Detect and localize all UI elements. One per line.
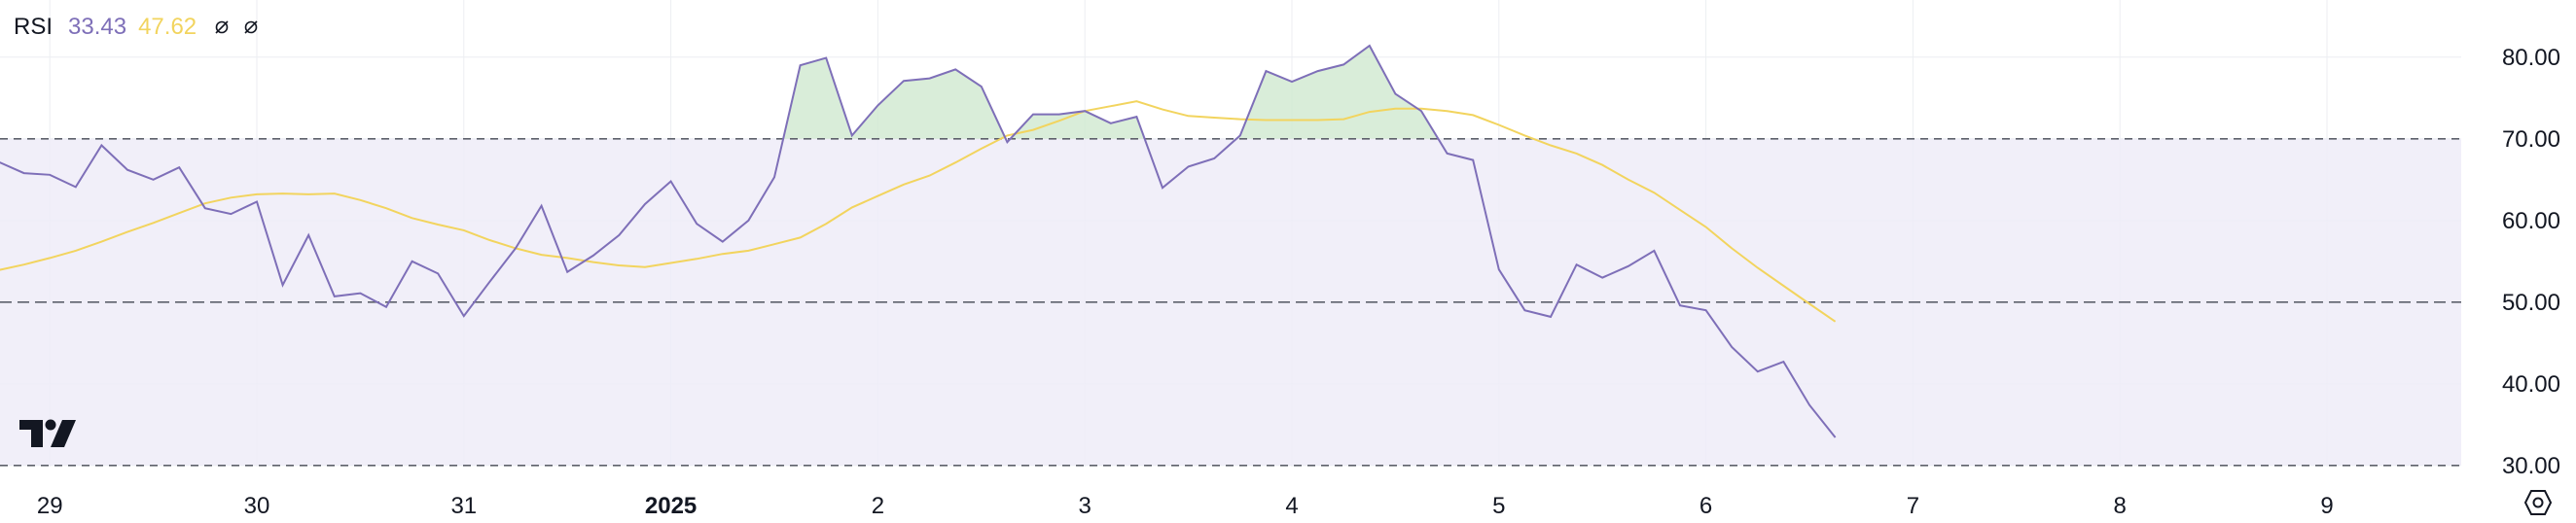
eye-off-icon[interactable] — [214, 19, 230, 35]
x-tick-label: 8 — [2114, 493, 2127, 519]
tradingview-logo-icon[interactable] — [18, 416, 80, 451]
y-tick-label: 50.00 — [2502, 290, 2560, 316]
overbought-fill — [783, 46, 1439, 139]
x-axis: 29 30 31 2025 2 3 4 5 6 7 8 9 — [37, 493, 2334, 519]
x-tick-label: 2 — [872, 493, 884, 519]
x-tick-label: 7 — [1907, 493, 1919, 519]
y-tick-label: 70.00 — [2502, 126, 2560, 153]
x-tick-label: 6 — [1699, 493, 1712, 519]
ma-value: 47.62 — [138, 14, 197, 40]
x-tick-label: 29 — [37, 493, 63, 519]
indicator-title[interactable]: RSI — [14, 14, 54, 40]
rsi-moving-average-line — [0, 100, 1837, 323]
y-tick-label: 60.00 — [2502, 208, 2560, 234]
y-tick-label: 40.00 — [2502, 371, 2560, 398]
rsi-value: 33.43 — [68, 14, 127, 40]
x-tick-label: 31 — [450, 493, 477, 519]
legend: RSI 33.43 47.62 — [14, 12, 272, 43]
eye-off-icon[interactable] — [243, 19, 259, 35]
settings-icon[interactable] — [2523, 488, 2553, 517]
x-tick-label: 4 — [1285, 493, 1298, 519]
x-tick-label: 2025 — [645, 493, 697, 519]
level-lines — [0, 138, 2461, 467]
x-tick-label: 3 — [1079, 493, 1091, 519]
x-tick-label: 5 — [1492, 493, 1505, 519]
y-tick-label: 30.00 — [2502, 453, 2560, 479]
y-tick-label: 80.00 — [2502, 45, 2560, 71]
x-tick-label: 30 — [244, 493, 270, 519]
y-axis: 80.00 70.00 60.00 50.00 40.00 30.00 — [2502, 45, 2560, 479]
rsi-line — [0, 44, 1837, 438]
x-tick-label: 9 — [2320, 493, 2333, 519]
